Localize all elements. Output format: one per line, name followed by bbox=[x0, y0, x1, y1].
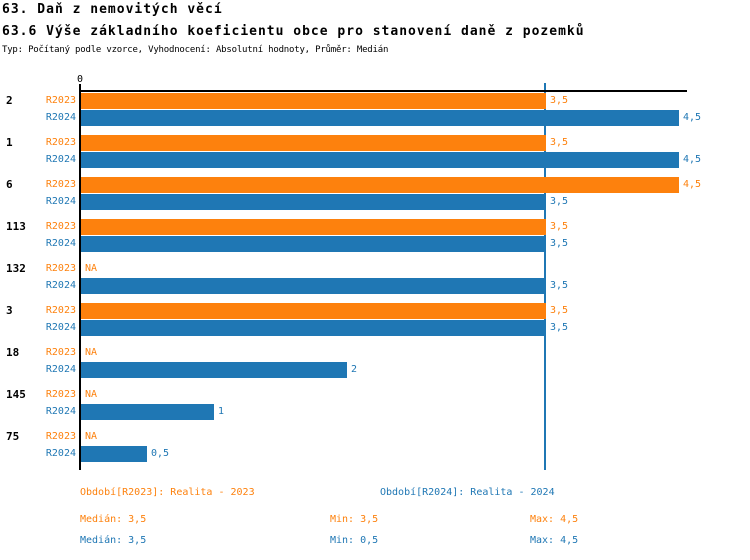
series-label: R2023 bbox=[45, 95, 76, 106]
category-label: 6 bbox=[6, 178, 13, 191]
stat-min-r2023: Min: 3,5 bbox=[330, 514, 379, 525]
series-label: R2023 bbox=[45, 305, 76, 316]
bar bbox=[81, 278, 546, 294]
series-label: R2024 bbox=[45, 448, 76, 459]
bar bbox=[81, 93, 546, 109]
bar bbox=[81, 135, 546, 151]
page-title: 63. Daň z nemovitých věcí bbox=[2, 2, 223, 17]
stat-max-r2024: Max: 4,5 bbox=[530, 535, 579, 546]
category-label: 145 bbox=[6, 388, 26, 401]
value-label: 1 bbox=[218, 406, 225, 417]
bar bbox=[81, 404, 214, 420]
value-label: 4,5 bbox=[683, 154, 702, 165]
bar bbox=[81, 110, 679, 126]
series-label: R2023 bbox=[45, 221, 76, 232]
series-label: R2023 bbox=[45, 179, 76, 190]
bar bbox=[81, 152, 679, 168]
value-label: 2 bbox=[351, 364, 358, 375]
category-label: 132 bbox=[6, 262, 26, 275]
value-label: 3,5 bbox=[550, 221, 569, 232]
category-label: 1 bbox=[6, 136, 13, 149]
value-label: 3,5 bbox=[550, 322, 569, 333]
series-label: R2023 bbox=[45, 263, 76, 274]
chart-meta: Typ: Počítaný podle vzorce, Vyhodnocení:… bbox=[2, 45, 389, 55]
na-label: NA bbox=[85, 389, 98, 400]
bar bbox=[81, 362, 347, 378]
category-label: 18 bbox=[6, 346, 20, 359]
category-label: 3 bbox=[6, 304, 13, 317]
stat-median-r2024: Medián: 3,5 bbox=[80, 535, 147, 546]
bar-chart: 0 2 R2023 3,5 R2024 4,5 1 R2023 3,5 R2024 4,5 6 R20… bbox=[6, 74, 702, 470]
category-label: 75 bbox=[6, 430, 20, 443]
series-label: R2024 bbox=[45, 280, 76, 291]
na-label: NA bbox=[85, 263, 98, 274]
value-label: 3,5 bbox=[550, 280, 569, 291]
value-label: 3,5 bbox=[550, 238, 569, 249]
na-label: NA bbox=[85, 431, 98, 442]
page-subtitle: 63.6 Výše základního koeficientu obce pr… bbox=[2, 24, 585, 39]
bar bbox=[81, 320, 546, 336]
series-label: R2024 bbox=[45, 364, 76, 375]
stat-median-r2023: Medián: 3,5 bbox=[80, 514, 147, 525]
series-label: R2024 bbox=[45, 406, 76, 417]
axis-origin-tick bbox=[79, 84, 81, 91]
series-label: R2024 bbox=[45, 196, 76, 207]
series-label: R2024 bbox=[45, 238, 76, 249]
x-axis-line bbox=[79, 90, 687, 92]
value-label: 3,5 bbox=[550, 196, 569, 207]
series-label: R2023 bbox=[45, 347, 76, 358]
bar bbox=[81, 446, 147, 462]
bar bbox=[81, 194, 546, 210]
legend-r2023: Období[R2023]: Realita - 2023 bbox=[80, 487, 255, 498]
bar bbox=[81, 219, 546, 235]
value-label: 4,5 bbox=[683, 179, 702, 190]
y-axis-line bbox=[79, 90, 81, 470]
series-label: R2023 bbox=[45, 431, 76, 442]
value-label: 3,5 bbox=[550, 95, 569, 106]
value-label: 4,5 bbox=[683, 112, 702, 123]
bar bbox=[81, 177, 679, 193]
na-label: NA bbox=[85, 347, 98, 358]
stat-min-r2024: Min: 0,5 bbox=[330, 535, 379, 546]
series-label: R2024 bbox=[45, 112, 76, 123]
axis-origin-label: 0 bbox=[76, 74, 84, 85]
series-label: R2023 bbox=[45, 389, 76, 400]
bar bbox=[81, 303, 546, 319]
bar bbox=[81, 236, 546, 252]
legend-r2024: Období[R2024]: Realita - 2024 bbox=[380, 487, 555, 498]
value-label: 0,5 bbox=[151, 448, 170, 459]
median-line bbox=[543, 83, 546, 470]
series-label: R2023 bbox=[45, 137, 76, 148]
category-label: 2 bbox=[6, 94, 13, 107]
value-label: 3,5 bbox=[550, 137, 569, 148]
category-label: 113 bbox=[6, 220, 26, 233]
series-label: R2024 bbox=[45, 322, 76, 333]
value-label: 3,5 bbox=[550, 305, 569, 316]
stat-max-r2023: Max: 4,5 bbox=[530, 514, 579, 525]
series-label: R2024 bbox=[45, 154, 76, 165]
